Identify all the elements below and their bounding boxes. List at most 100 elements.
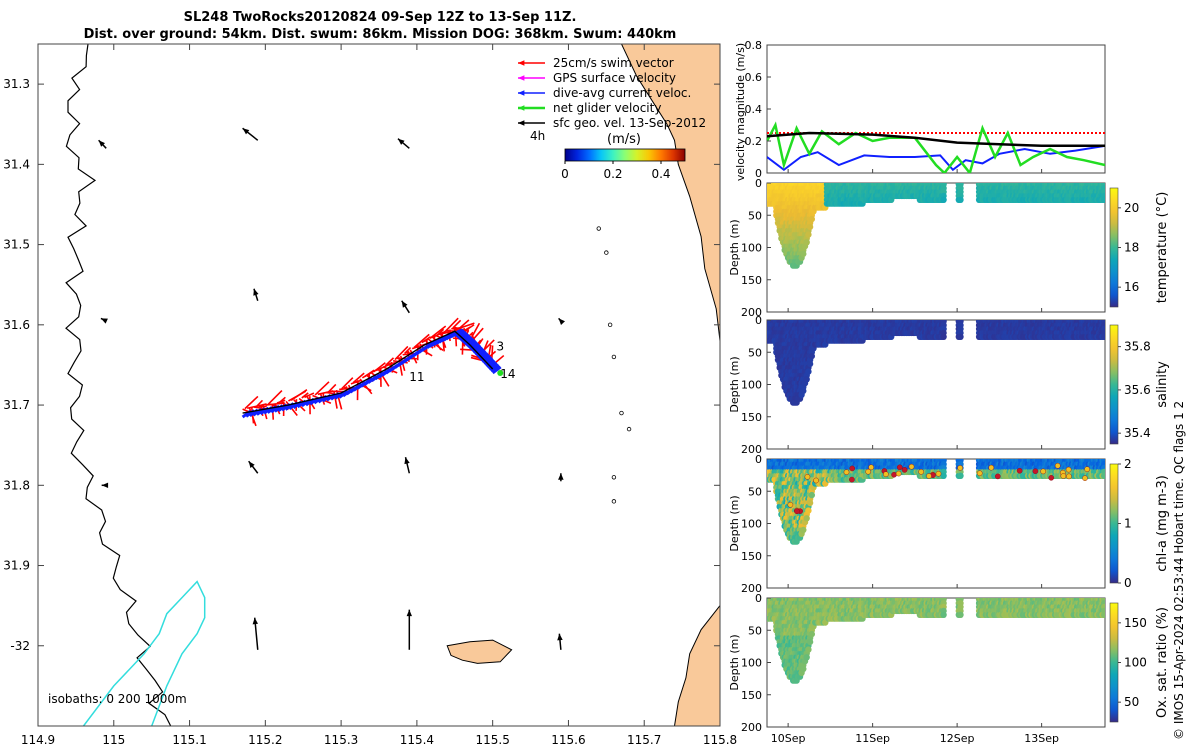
swim-vector xyxy=(437,328,445,336)
dive-avg-vector xyxy=(459,332,469,342)
net-velocity-marker xyxy=(497,369,504,376)
map-x-tick-label: 115.7 xyxy=(627,733,661,747)
section-y-tick-label: 100 xyxy=(741,518,762,531)
chl-peak-sample xyxy=(865,468,872,475)
swim-vector xyxy=(394,345,409,361)
section-sample xyxy=(940,333,947,340)
swim-vector xyxy=(364,369,375,378)
swim-vector xyxy=(255,399,264,408)
chl-peak-sample xyxy=(843,469,850,475)
section-content xyxy=(767,320,1105,406)
geo-velocity-arrow-head xyxy=(101,482,109,488)
geo-velocity-arrow-head xyxy=(557,633,563,641)
dive-avg-vector xyxy=(454,328,465,337)
day-label: 14 xyxy=(500,367,515,381)
colorbar-tick-label: 16 xyxy=(1124,280,1139,294)
chl-peak-sample xyxy=(1066,473,1072,480)
map-y-tick-label: 31.9 xyxy=(3,559,30,573)
dive-avg-vector xyxy=(467,340,478,349)
dive-avg-vector xyxy=(475,348,486,358)
section-content xyxy=(767,459,1105,545)
chl-peak-sample xyxy=(794,508,800,515)
chl-peak-sample xyxy=(849,465,855,472)
section-sample xyxy=(805,646,812,653)
colorbar-tick-label: 18 xyxy=(1124,241,1139,255)
swim-vector xyxy=(404,346,412,355)
legend-arrow-head xyxy=(518,75,525,81)
section-sample xyxy=(808,491,815,499)
swim-vector xyxy=(325,391,335,395)
chl-peak-sample xyxy=(1040,468,1046,475)
velocity-y-tick-label: 0 xyxy=(755,167,762,180)
day-label: 11 xyxy=(409,370,424,384)
chl-peak-sample xyxy=(849,476,855,483)
geo-velocity-arrow-head xyxy=(242,128,250,135)
dive-avg-vector xyxy=(461,334,472,344)
legend-arrow-head xyxy=(518,105,525,111)
section-y-tick-label: 200 xyxy=(741,443,762,456)
section-sample xyxy=(805,507,812,514)
section-sample xyxy=(803,239,810,246)
figure-title-line2: Dist. over ground: 54km. Dist. swum: 86k… xyxy=(83,27,677,42)
chl-peak-sample xyxy=(926,473,932,479)
section-y-tick-label: 50 xyxy=(748,346,762,359)
section-colorbar xyxy=(1109,187,1119,308)
section-ylabel: Depth (m) xyxy=(728,356,741,412)
chl-peak-sample xyxy=(1060,473,1067,479)
map-x-tick-label: 115 xyxy=(102,733,125,747)
legend-duration: 4h xyxy=(530,129,545,143)
dive-avg-vector xyxy=(455,329,466,338)
legend-label: net glider velocity xyxy=(553,101,661,115)
map-x-tick-label: 115.2 xyxy=(248,733,282,747)
chl-peak-sample xyxy=(901,467,908,473)
map-x-tick-label: 115.6 xyxy=(551,733,585,747)
colorbar-tick-label: 35.6 xyxy=(1124,383,1151,397)
legend-label: sfc geo. vel. 13-Sep-2012 xyxy=(553,116,706,130)
velocity-series-mean-swim xyxy=(767,131,1105,148)
colorbar-tick-label: 20 xyxy=(1124,201,1139,215)
section-y-tick-label: 0 xyxy=(755,453,762,466)
swim-vector xyxy=(341,377,354,390)
dive-avg-vector xyxy=(473,346,484,356)
legend-label: 25cm/s swim vector xyxy=(553,56,674,70)
section-content xyxy=(767,183,1105,269)
geo-velocity-arrow-head xyxy=(558,318,565,325)
geo-velocity-arrow-head xyxy=(558,473,564,480)
section-sample xyxy=(803,376,810,383)
map-y-tick-label: 31.3 xyxy=(3,77,30,91)
swim-vector xyxy=(352,372,365,384)
map-frame xyxy=(37,43,721,727)
section-colorbar xyxy=(1109,324,1119,445)
section-y-tick-label: 200 xyxy=(741,306,762,319)
colorbar-tick-label: 0 xyxy=(561,167,569,181)
velocity-series-net-glider-velocity xyxy=(767,121,1105,173)
geo-velocity-arrow-head xyxy=(406,609,412,617)
section-sample xyxy=(803,515,810,522)
land-mass xyxy=(620,44,720,726)
chl-peak-sample xyxy=(1032,468,1039,475)
section-y-tick-label: 50 xyxy=(748,485,762,498)
chl-peak-sample xyxy=(868,464,874,471)
islet xyxy=(619,410,624,416)
dive-avg-vector xyxy=(472,344,482,354)
chl-peak-sample xyxy=(1065,466,1072,473)
dive-avg-vector xyxy=(465,338,475,347)
map-colorbar xyxy=(564,148,686,162)
section-sample xyxy=(1101,196,1105,203)
legend-arrow-head xyxy=(518,120,525,126)
dive-avg-vector xyxy=(479,352,490,361)
colorbar-tick-label: 2 xyxy=(1124,457,1132,471)
swim-vector xyxy=(317,390,334,396)
map-y-tick-label: 31.5 xyxy=(3,238,30,252)
section-ylabel: Depth (m) xyxy=(728,495,741,551)
dive-avg-vector xyxy=(477,350,488,360)
section-sample xyxy=(957,611,964,618)
dive-avg-vector xyxy=(488,361,498,371)
dive-avg-vector xyxy=(466,339,477,348)
section-content xyxy=(767,598,1105,684)
section-sample xyxy=(805,368,812,375)
